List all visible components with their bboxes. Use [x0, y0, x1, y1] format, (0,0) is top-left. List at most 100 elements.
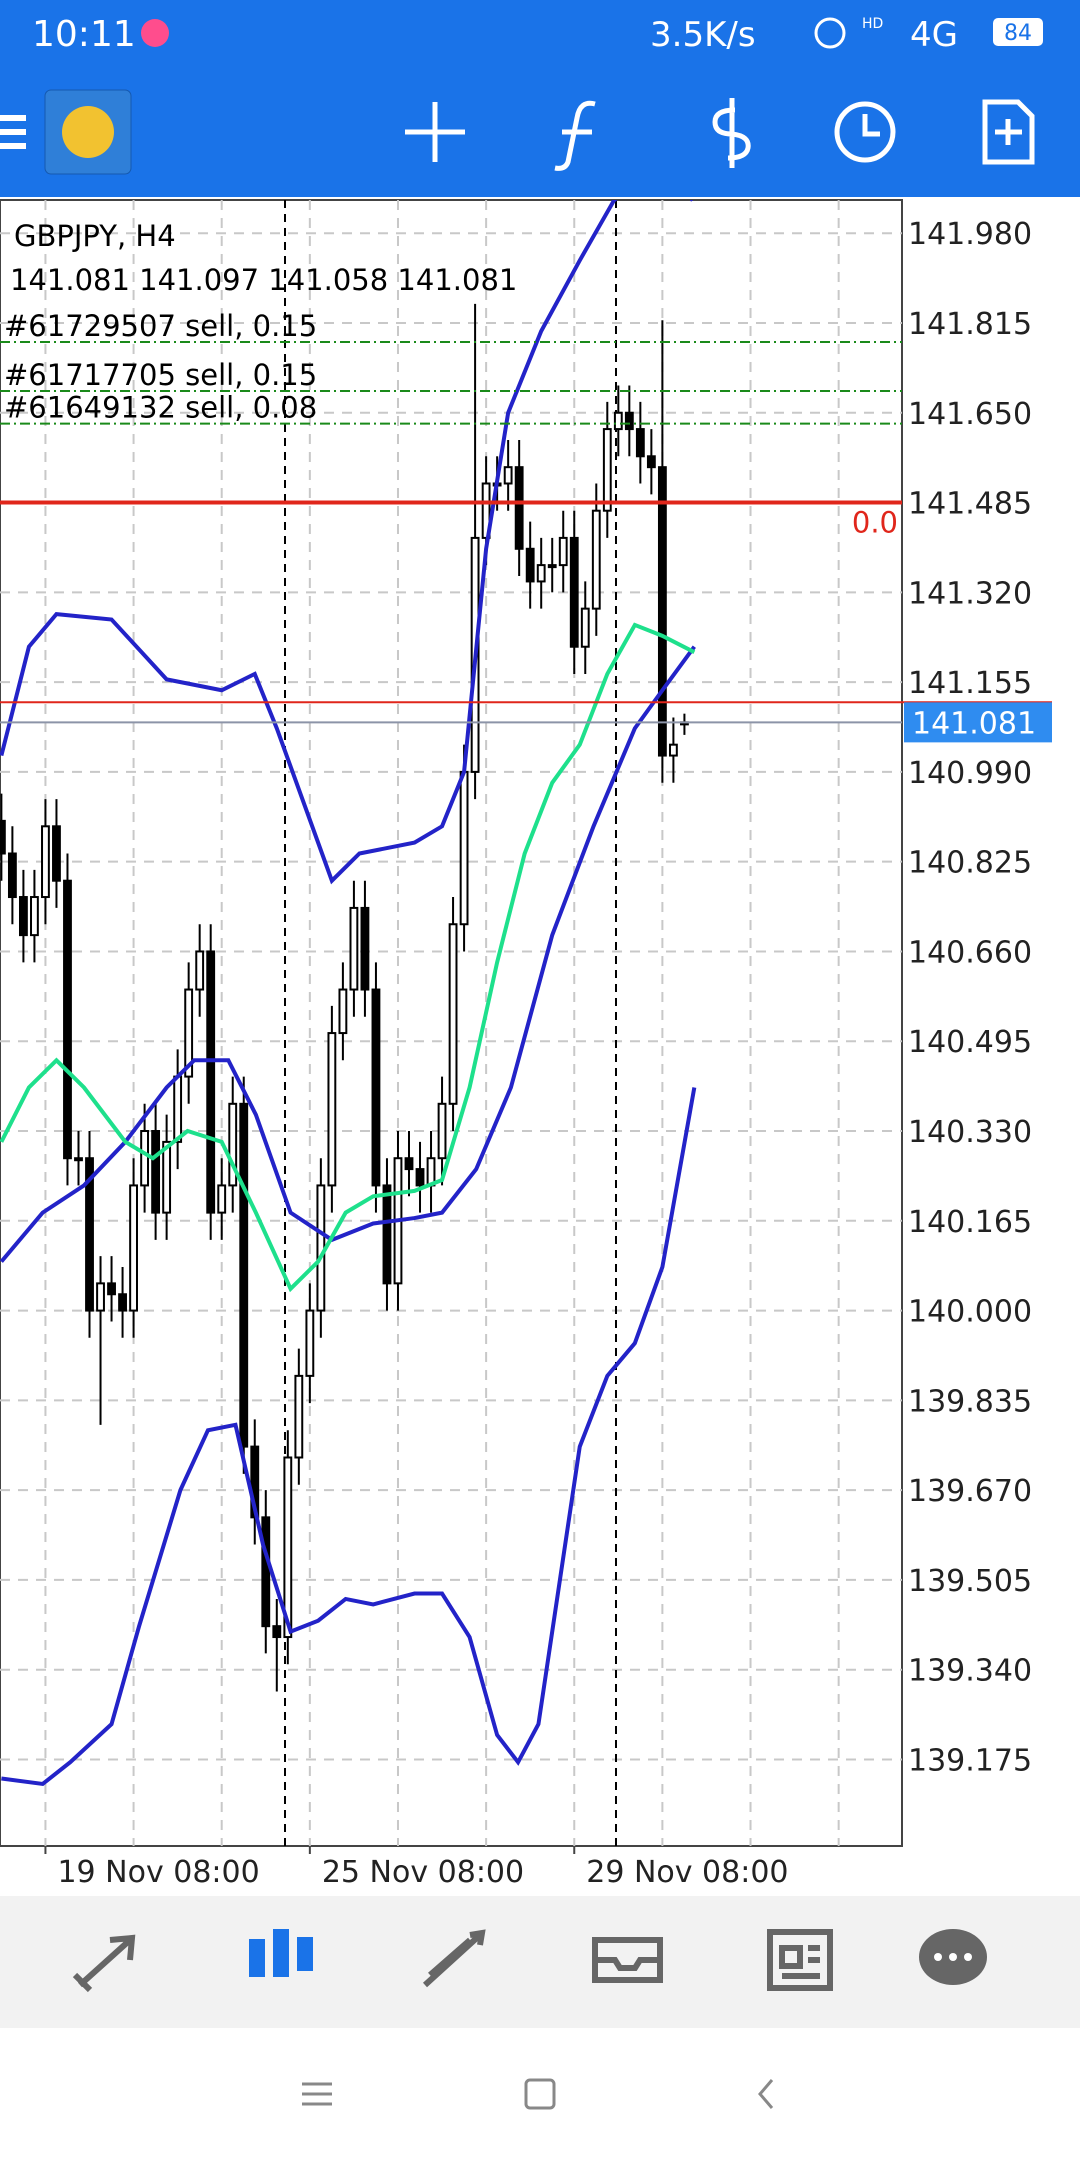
candle-body	[294, 1374, 304, 1459]
candle-body	[448, 923, 458, 1105]
candle-body	[437, 1102, 447, 1160]
candle-body	[569, 536, 579, 648]
candle-body	[668, 743, 678, 757]
y-tick-label: 141.650	[908, 397, 1032, 432]
candle-body	[151, 1130, 161, 1214]
candle-body	[41, 825, 50, 899]
candle-body	[118, 1293, 127, 1312]
hd: HD	[862, 16, 883, 32]
trade-tab[interactable]	[422, 1929, 486, 1988]
candle-body	[591, 509, 601, 610]
order-label: #61649132 sell, 0.08	[4, 391, 317, 425]
candle-body	[514, 466, 524, 550]
candle-body	[349, 906, 359, 991]
symbol-title: GBPJPY, H4	[14, 219, 176, 253]
candle-body	[140, 1130, 150, 1187]
x-tick-label: 19 Nov 08:00	[57, 1855, 259, 1890]
level-label: 0.0	[852, 506, 898, 540]
y-tick-label: 139.670	[908, 1474, 1032, 1509]
candle-body	[195, 950, 205, 991]
candle-body	[547, 564, 557, 569]
candle-body	[635, 428, 645, 458]
chart-tab[interactable]	[249, 1929, 313, 1977]
candle-body	[74, 1157, 83, 1162]
bid-label: 141.081	[912, 706, 1036, 741]
candle-body	[327, 1032, 337, 1187]
y-tick-label: 140.990	[908, 756, 1032, 791]
y-tick-label: 139.175	[908, 1743, 1032, 1778]
candle-body	[228, 1102, 238, 1187]
chat-tab[interactable]	[919, 1929, 987, 1985]
clock: 10:11	[32, 14, 136, 55]
candle-body	[580, 607, 590, 648]
candle-body	[184, 988, 194, 1078]
y-tick-label: 140.495	[908, 1025, 1032, 1060]
candle-body	[283, 1456, 293, 1639]
candle-body	[316, 1184, 326, 1312]
sys-back[interactable]	[758, 2079, 774, 2109]
order-label: #61729507 sell, 0.15	[4, 309, 317, 343]
indicator-line	[0, 622, 696, 1293]
alarm-icon	[814, 17, 846, 49]
y-tick-label: 141.155	[908, 666, 1032, 701]
y-tick-label: 140.825	[908, 846, 1032, 881]
y-tick-label: 141.485	[908, 487, 1032, 522]
candle-body	[52, 825, 61, 882]
candle-body	[305, 1309, 315, 1377]
candle-body	[239, 1102, 249, 1448]
y-tick-label: 139.505	[908, 1564, 1032, 1599]
candle-body	[536, 564, 546, 583]
candle-body	[261, 1516, 271, 1628]
x-tick-label: 25 Nov 08:00	[322, 1855, 524, 1890]
indicator-line	[0, 200, 694, 885]
candle-body	[602, 428, 612, 512]
candle-body	[217, 1184, 227, 1214]
candle-body	[525, 547, 535, 583]
candle-body	[558, 536, 568, 567]
candle-body	[272, 1625, 282, 1639]
x-tick-label: 29 Nov 08:00	[586, 1855, 788, 1890]
new-order-btn[interactable]	[982, 99, 1035, 165]
candle-body	[404, 1157, 414, 1171]
candle-body	[503, 466, 513, 485]
candle-body	[162, 1140, 172, 1214]
sys-home[interactable]	[524, 2078, 556, 2110]
y-tick-label: 140.660	[908, 935, 1032, 970]
y-tick-label: 140.165	[908, 1205, 1032, 1240]
menu-icon[interactable]	[0, 115, 26, 149]
candle-body	[18, 896, 28, 937]
indicator-line	[1, 1087, 697, 1787]
candle-body	[30, 896, 39, 937]
y-tick-label: 141.320	[908, 576, 1032, 611]
period-btn[interactable]	[834, 101, 896, 163]
battery-level: 84	[1004, 21, 1032, 46]
candle-body	[338, 988, 348, 1035]
candle-body	[371, 988, 381, 1187]
candle-body	[107, 1282, 116, 1296]
crosshair-btn[interactable]	[405, 102, 465, 162]
notify-icon	[141, 19, 169, 47]
candle-body	[657, 466, 667, 757]
trade-btn[interactable]	[712, 98, 751, 168]
candle-body	[173, 1075, 183, 1143]
candle-body	[382, 1184, 392, 1285]
y-tick-label: 140.330	[908, 1115, 1032, 1150]
history-tab[interactable]	[592, 1937, 663, 1983]
candle-body	[7, 852, 17, 899]
indicators-btn[interactable]	[554, 100, 596, 171]
candle-body	[85, 1157, 94, 1312]
quotes-tab[interactable]	[72, 1934, 136, 1993]
news-tab[interactable]	[767, 1929, 833, 1991]
y-tick-label: 141.815	[908, 307, 1032, 342]
candle-body	[646, 455, 656, 469]
candle-body	[624, 411, 634, 431]
candle-body	[63, 879, 72, 1160]
y-tick-label: 141.980	[908, 217, 1032, 252]
candle-body	[360, 906, 370, 991]
bid-box	[904, 702, 1052, 743]
candle-body	[129, 1184, 138, 1312]
candle-body	[0, 819, 6, 855]
sys-menu[interactable]	[302, 2082, 332, 2106]
